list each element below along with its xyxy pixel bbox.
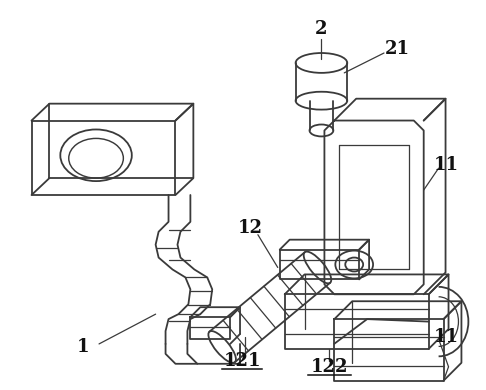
Text: 11: 11 [434, 328, 459, 346]
Text: 11: 11 [434, 156, 459, 174]
Text: 12: 12 [238, 219, 262, 237]
Text: 121: 121 [223, 352, 261, 370]
Text: 21: 21 [384, 40, 409, 58]
Text: 2: 2 [315, 20, 328, 38]
Text: 1: 1 [77, 338, 89, 356]
Text: 122: 122 [311, 358, 348, 376]
